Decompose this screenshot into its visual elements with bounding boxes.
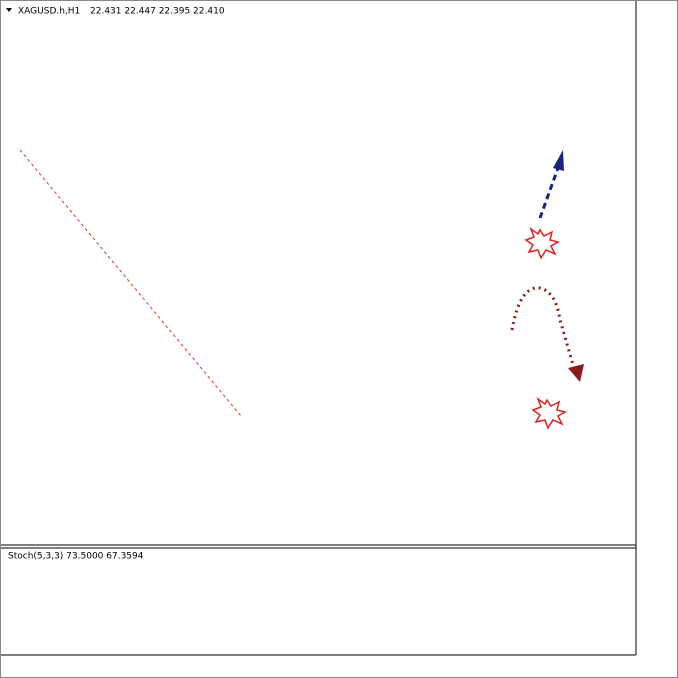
burst <box>524 226 560 260</box>
overlay-layer: XAGUSD.h,H1 22.431 22.447 22.395 22.410 … <box>6 7 584 562</box>
ohlc-readout: 22.431 22.447 22.395 22.410 <box>90 7 225 17</box>
up-arrowhead <box>553 150 564 171</box>
chart-title: XAGUSD.h,H1 <box>18 7 80 17</box>
down-arrowhead <box>568 364 584 382</box>
stoch-title: Stoch(5,3,3) 73.5000 67.3594 <box>8 552 144 562</box>
fib-anchor-line <box>19 149 242 417</box>
burst <box>531 396 567 430</box>
menu-triangle <box>6 8 12 12</box>
down-arrow <box>510 286 576 369</box>
up-arrow <box>538 167 560 219</box>
